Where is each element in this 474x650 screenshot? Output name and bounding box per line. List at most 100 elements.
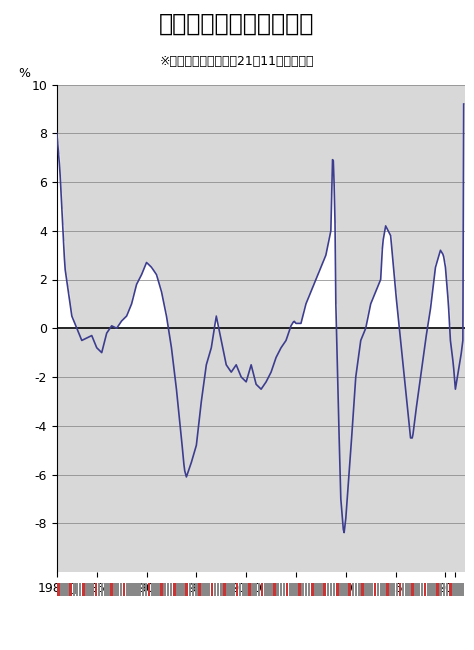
Bar	[352, 584, 354, 597]
Bar	[229, 584, 232, 597]
Bar	[82, 584, 85, 597]
Bar	[433, 584, 436, 597]
Bar	[411, 584, 414, 597]
Bar	[148, 584, 150, 597]
Bar	[358, 584, 361, 597]
Bar	[455, 584, 458, 597]
Bar	[458, 584, 461, 597]
Bar	[160, 584, 163, 597]
Bar	[439, 584, 442, 597]
Bar	[60, 584, 63, 597]
Bar	[242, 584, 245, 597]
Bar	[251, 584, 254, 597]
Bar	[427, 584, 429, 597]
Bar	[364, 584, 367, 597]
Bar	[170, 584, 173, 597]
Bar	[333, 584, 336, 597]
Bar	[129, 584, 132, 597]
Bar	[179, 584, 182, 597]
Bar	[371, 584, 373, 597]
Bar	[76, 584, 78, 597]
Bar	[311, 584, 313, 597]
Bar	[386, 584, 389, 597]
Bar	[380, 584, 383, 597]
Bar	[327, 584, 329, 597]
Bar	[182, 584, 185, 597]
Bar	[195, 584, 198, 597]
Bar	[443, 584, 445, 597]
Bar	[91, 584, 94, 597]
Bar	[298, 584, 301, 597]
Bar	[280, 584, 282, 597]
Bar	[420, 584, 423, 597]
Bar	[214, 584, 216, 597]
Bar	[317, 584, 320, 597]
Bar	[414, 584, 417, 597]
Bar	[151, 584, 154, 597]
Bar	[305, 584, 307, 597]
Bar	[402, 584, 404, 597]
Bar	[138, 584, 141, 597]
Y-axis label: %: %	[18, 67, 30, 80]
Bar	[377, 584, 379, 597]
Bar	[276, 584, 279, 597]
Bar	[104, 584, 107, 597]
Bar	[323, 584, 326, 597]
Bar	[461, 584, 464, 597]
Bar	[267, 584, 270, 597]
Bar	[210, 584, 213, 597]
Bar	[245, 584, 248, 597]
Bar	[289, 584, 292, 597]
Bar	[73, 584, 75, 597]
Bar	[119, 584, 122, 597]
Bar	[308, 584, 310, 597]
Bar	[348, 584, 351, 597]
Bar	[405, 584, 408, 597]
Bar	[367, 584, 370, 597]
Bar	[69, 584, 72, 597]
Bar	[226, 584, 229, 597]
Bar	[392, 584, 395, 597]
Bar	[283, 584, 285, 597]
Bar	[270, 584, 273, 597]
Bar	[257, 584, 260, 597]
Bar	[399, 584, 401, 597]
Bar	[239, 584, 241, 597]
Bar	[173, 584, 175, 597]
Bar	[117, 584, 119, 597]
Bar	[301, 584, 304, 597]
Bar	[430, 584, 433, 597]
Bar	[167, 584, 169, 597]
Bar	[418, 584, 420, 597]
Bar	[395, 584, 398, 597]
Bar	[292, 584, 295, 597]
Bar	[436, 584, 439, 597]
Bar	[189, 584, 191, 597]
Bar	[342, 584, 345, 597]
Bar	[346, 584, 348, 597]
Bar	[236, 584, 238, 597]
Bar	[452, 584, 455, 597]
Bar	[208, 584, 210, 597]
Bar	[355, 584, 357, 597]
Bar	[204, 584, 207, 597]
Text: ※前年同月比伸び率、21年11月は速報値: ※前年同月比伸び率、21年11月は速報値	[160, 55, 314, 68]
Bar	[110, 584, 113, 597]
Bar	[446, 584, 448, 597]
Bar	[191, 584, 194, 597]
Bar	[113, 584, 116, 597]
Bar	[336, 584, 338, 597]
Bar	[154, 584, 157, 597]
Bar	[295, 584, 298, 597]
Bar	[123, 584, 126, 597]
Bar	[255, 584, 257, 597]
Bar	[185, 584, 188, 597]
Bar	[101, 584, 103, 597]
Bar	[264, 584, 266, 597]
Bar	[94, 584, 97, 597]
Bar	[223, 584, 226, 597]
Bar	[408, 584, 411, 597]
Bar	[339, 584, 342, 597]
Bar	[220, 584, 223, 597]
Bar	[201, 584, 204, 597]
